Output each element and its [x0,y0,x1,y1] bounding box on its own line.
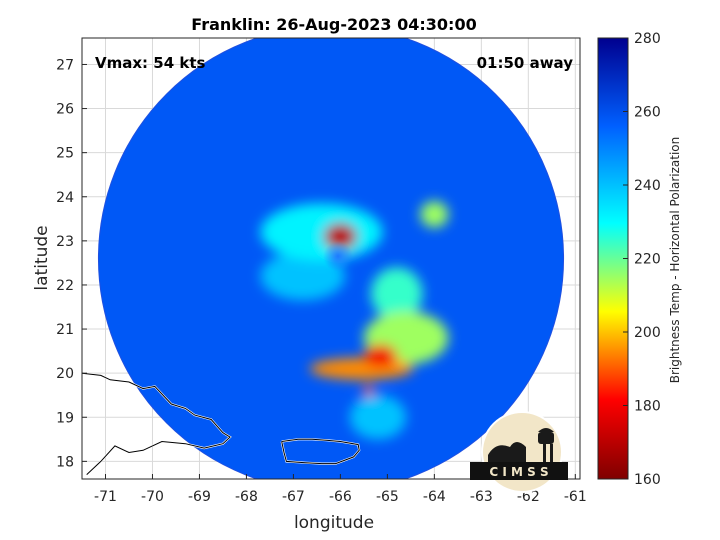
convection-feature [260,251,346,301]
y-tick-label: 20 [56,366,74,382]
y-tick-label: 25 [56,146,74,162]
x-axis: -71 -70 -69 -68 -67 -66 -65 -64 -63 -62 -61 [94,474,587,505]
y-tick-label: 18 [56,454,74,470]
colorbar-ticks: 160 180 200 220 240 260 280 [623,31,661,488]
coastlines [82,372,361,476]
axes-frame [81,37,581,480]
time-away-label: 01:50 away [477,54,574,72]
convection-feature [362,385,375,397]
x-tick-label: -70 [141,489,164,505]
y-tick-label: 26 [56,102,74,118]
eye-core [323,241,354,272]
coastline [281,438,360,465]
y-tick-label: 19 [56,410,74,426]
swath-edge [98,38,564,479]
colorbar-tick-label: 160 [634,472,661,488]
x-tick-label: -67 [282,489,305,505]
convection-feature [349,395,407,440]
y-axis: 18 19 20 21 22 23 24 25 26 27 [56,57,87,470]
y-tick-label: 21 [56,322,74,338]
y-tick-label: 24 [56,190,74,206]
storm-eye [323,241,354,272]
colorbar-label: Brightness Temp - Horizontal Polarizatio… [668,137,682,384]
colorbar-tick-label: 240 [634,178,661,194]
x-tick-label: -66 [329,489,352,505]
y-axis-title: latitude [32,225,52,290]
x-tick-label: -64 [423,489,446,505]
x-tick-label: -62 [517,489,540,505]
convection-feature [363,344,397,367]
x-tick-label: -63 [470,489,493,505]
colorbar-tick-label: 260 [634,105,661,121]
y-tick-label: 22 [56,278,74,294]
convection-feature [260,203,383,261]
x-tick-label: -71 [94,489,117,505]
colorbar-tick-label: 180 [634,399,661,415]
colorbar-tick-label: 280 [634,31,661,47]
x-tick-label: -68 [235,489,258,505]
y-tick-label: 23 [56,234,74,250]
convection-feature [420,201,449,228]
logo-text: C I M S S [489,465,548,479]
cimss-logo: C I M S S [470,411,568,493]
vmax-label: Vmax: 54 kts [95,54,205,72]
x-axis-title: longitude [294,513,374,533]
convection-feature [370,267,423,321]
x-tick-label: -69 [188,489,211,505]
convection-feature [309,357,414,380]
x-tick-label: -61 [564,489,587,505]
colorbar-tick-label: 220 [634,252,661,268]
coastline [82,372,231,475]
y-tick-label: 27 [56,57,74,73]
convection-features [260,201,449,440]
x-tick-label: -65 [376,489,399,505]
chart-title: Franklin: 26-Aug-2023 04:30:00 [191,15,476,34]
colorbar-tick-label: 200 [634,325,661,341]
